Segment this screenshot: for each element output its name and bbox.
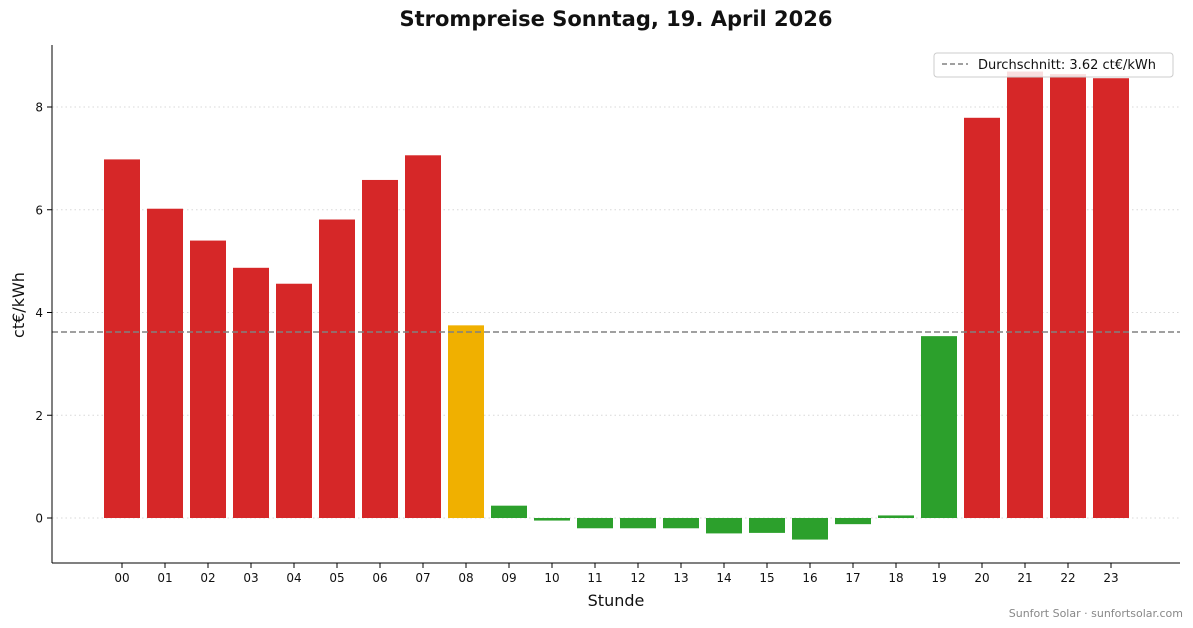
- bar-hour-11: [577, 518, 613, 529]
- bar-hour-20: [964, 117, 1000, 518]
- x-tick-label: 02: [200, 571, 215, 585]
- x-tick-label: 00: [114, 571, 129, 585]
- bar-hour-09: [491, 505, 527, 518]
- x-tick-label: 11: [587, 571, 602, 585]
- x-tick-label: 21: [1017, 571, 1032, 585]
- bar-hour-13: [663, 518, 699, 529]
- x-tick-label: 16: [802, 571, 817, 585]
- y-ticks: 0 2 4 6 8: [35, 101, 52, 526]
- bar-hour-00: [104, 159, 140, 518]
- bar-hour-06: [362, 179, 398, 518]
- x-tick-label: 04: [286, 571, 301, 585]
- chart-title: Strompreise Sonntag, 19. April 2026: [399, 7, 832, 31]
- bar-hour-04: [276, 283, 312, 518]
- bar-hour-08: [448, 325, 484, 518]
- x-tick-label: 20: [974, 571, 989, 585]
- y-tick-label: 0: [35, 512, 43, 526]
- bars: [104, 71, 1129, 540]
- x-tick-label: 13: [673, 571, 688, 585]
- bar-hour-21: [1007, 71, 1043, 519]
- x-tick-label: 14: [716, 571, 731, 585]
- y-tick-label: 8: [35, 101, 43, 115]
- y-tick-label: 2: [35, 409, 43, 423]
- x-axis-label: Stunde: [588, 591, 645, 610]
- x-tick-label: 10: [544, 571, 559, 585]
- y-axis-label: ct€/kWh: [9, 272, 28, 338]
- x-tick-label: 18: [888, 571, 903, 585]
- x-tick-label: 05: [329, 571, 344, 585]
- bar-hour-05: [319, 219, 355, 519]
- bar-hour-02: [190, 240, 226, 518]
- x-tick-label: 09: [501, 571, 516, 585]
- x-tick-label: 01: [157, 571, 172, 585]
- legend-label: Durchschnitt: 3.62 ct€/kWh: [978, 58, 1156, 73]
- bar-hour-23: [1093, 78, 1129, 518]
- bar-hour-18: [878, 515, 914, 518]
- x-tick-label: 23: [1103, 571, 1118, 585]
- bar-hour-03: [233, 267, 269, 518]
- bar-hour-07: [405, 155, 441, 519]
- x-tick-label: 03: [243, 571, 258, 585]
- x-tick-label: 17: [845, 571, 860, 585]
- bar-hour-15: [749, 518, 785, 533]
- x-tick-label: 15: [759, 571, 774, 585]
- legend-box: [933, 52, 1174, 78]
- y-tick-label: 6: [35, 203, 43, 217]
- bar-hour-22: [1050, 74, 1086, 519]
- x-tick-label: 06: [372, 571, 387, 585]
- credit-text: Sunfort Solar · sunfortsolar.com: [1009, 607, 1183, 620]
- y-tick-label: 4: [35, 306, 43, 320]
- bar-hour-12: [620, 518, 656, 529]
- bar-hour-16: [792, 518, 828, 540]
- bar-hour-10: [534, 518, 570, 521]
- x-tick-label: 12: [630, 571, 645, 585]
- bar-hour-14: [706, 518, 742, 534]
- legend: Durchschnitt: 3.62 ct€/kWh: [933, 52, 1174, 78]
- x-ticks: 00 01 02 03 04 05 06 07 08 09 10 11 12 13 14 15 16 17 18 19…: [114, 563, 1119, 585]
- bar-hour-17: [835, 518, 871, 525]
- x-tick-label: 19: [931, 571, 946, 585]
- bar-hour-19: [921, 336, 957, 518]
- x-tick-label: 22: [1060, 571, 1075, 585]
- x-tick-label: 08: [458, 571, 473, 585]
- x-tick-label: 07: [415, 571, 430, 585]
- bar-hour-01: [147, 208, 183, 518]
